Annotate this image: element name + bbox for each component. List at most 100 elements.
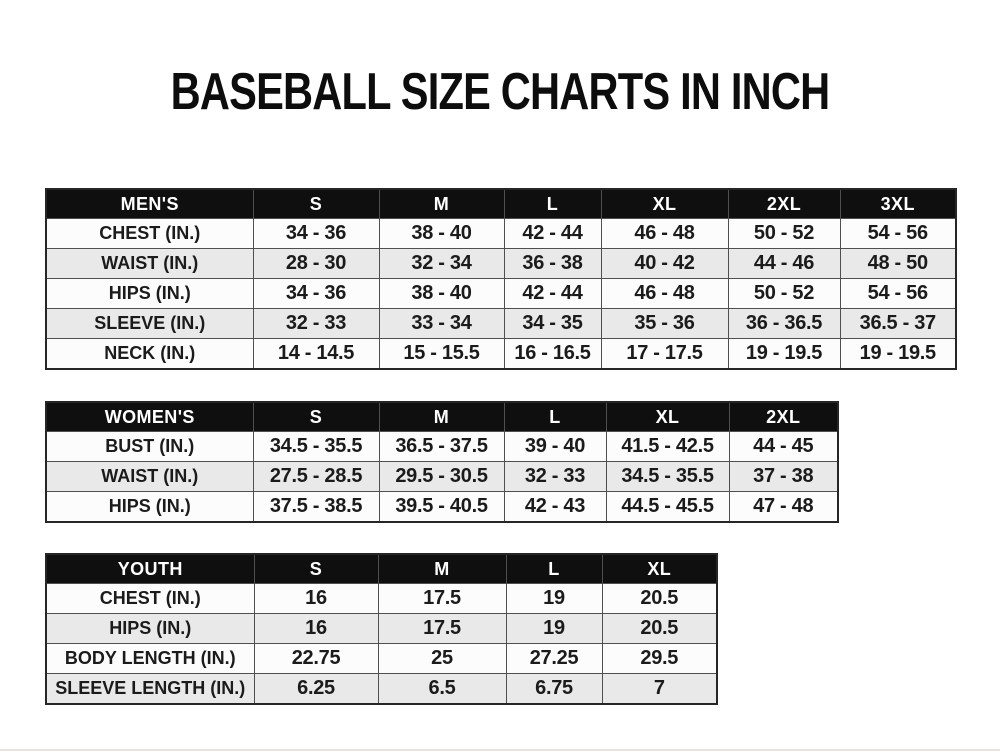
size-value-cell: 6.5 — [377, 673, 507, 705]
size-value-cell: 41.5 - 42.5 — [605, 431, 730, 462]
size-value-cell: 19 — [505, 613, 603, 644]
size-value-cell: 39.5 - 40.5 — [378, 491, 505, 523]
size-value-cell: 25 — [377, 643, 507, 674]
size-column-header: L — [505, 553, 603, 584]
size-value-cell: 34.5 - 35.5 — [605, 461, 730, 492]
size-value-cell: 54 - 56 — [839, 278, 957, 309]
size-value-cell: 17 - 17.5 — [600, 338, 729, 370]
youth-size-table: YOUTH S M L XL CHEST (IN.) 16 17.5 19 20.5 HIPS (I… — [45, 553, 718, 705]
table-title-cell: MEN'S — [45, 188, 254, 219]
size-value-cell: 29.5 - 30.5 — [378, 461, 505, 492]
size-value-cell: 17.5 — [377, 613, 507, 644]
size-column-header: XL — [600, 188, 729, 219]
size-column-header: XL — [605, 401, 730, 432]
size-column-header: 3XL — [839, 188, 957, 219]
table-row: HIPS (IN.) 16 17.5 19 20.5 — [45, 613, 718, 644]
size-value-cell: 48 - 50 — [839, 248, 957, 279]
size-value-cell: 28 - 30 — [252, 248, 380, 279]
size-value-cell: 44.5 - 45.5 — [605, 491, 730, 523]
womens-size-table: WOMEN'S S M L XL 2XL BUST (IN.) 34.5 - 35.5 36.5… — [45, 401, 839, 523]
size-value-cell: 44 - 45 — [728, 431, 839, 462]
size-value-cell: 36 - 38 — [503, 248, 602, 279]
size-column-header: M — [378, 401, 505, 432]
size-value-cell: 7 — [601, 673, 718, 705]
size-value-cell: 40 - 42 — [600, 248, 729, 279]
header-row: WOMEN'S S M L XL 2XL — [45, 401, 839, 432]
size-column-header: M — [377, 553, 507, 584]
table-row: SLEEVE (IN.) 32 - 33 33 - 34 34 - 35 35 - 36… — [45, 308, 957, 339]
table-row: WAIST (IN.) 28 - 30 32 - 34 36 - 38 40 - 42 4… — [45, 248, 957, 279]
table-row: HIPS (IN.) 37.5 - 38.5 39.5 - 40.5 42 - 43 4… — [45, 491, 839, 523]
size-value-cell: 47 - 48 — [728, 491, 839, 523]
row-label: CHEST (IN.) — [45, 218, 254, 249]
size-value-cell: 19 - 19.5 — [839, 338, 957, 370]
size-value-cell: 34 - 36 — [252, 278, 380, 309]
table-row: CHEST (IN.) 34 - 36 38 - 40 42 - 44 46 - 48 5… — [45, 218, 957, 249]
size-value-cell: 16 - 16.5 — [503, 338, 602, 370]
size-value-cell: 16 — [253, 583, 379, 614]
row-label: HIPS (IN.) — [45, 491, 254, 523]
size-column-header: S — [252, 188, 380, 219]
size-column-header: S — [253, 553, 379, 584]
size-column-header: 2XL — [728, 401, 839, 432]
header-row: YOUTH S M L XL — [45, 553, 718, 584]
size-column-header: S — [252, 401, 380, 432]
mens-size-table: MEN'S S M L XL 2XL 3XL CHEST (IN.) 34 - 36 38 - 4… — [45, 188, 957, 370]
size-column-header: M — [378, 188, 505, 219]
size-value-cell: 20.5 — [601, 613, 718, 644]
row-label: BODY LENGTH (IN.) — [45, 643, 255, 674]
size-value-cell: 29.5 — [601, 643, 718, 674]
size-value-cell: 14 - 14.5 — [252, 338, 380, 370]
size-value-cell: 32 - 33 — [503, 461, 607, 492]
row-label: SLEEVE (IN.) — [45, 308, 254, 339]
size-value-cell: 34 - 36 — [252, 218, 380, 249]
table-title-cell: WOMEN'S — [45, 401, 254, 432]
size-value-cell: 15 - 15.5 — [378, 338, 505, 370]
size-value-cell: 42 - 44 — [503, 278, 602, 309]
row-label: SLEEVE LENGTH (IN.) — [45, 673, 255, 705]
header-row: MEN'S S M L XL 2XL 3XL — [45, 188, 957, 219]
size-value-cell: 27.5 - 28.5 — [252, 461, 380, 492]
size-value-cell: 54 - 56 — [839, 218, 957, 249]
size-value-cell: 38 - 40 — [378, 218, 505, 249]
page-title: BASEBALL SIZE CHARTS IN INCH — [170, 63, 830, 121]
size-value-cell: 46 - 48 — [600, 278, 729, 309]
table-row: BODY LENGTH (IN.) 22.75 25 27.25 29.5 — [45, 643, 718, 674]
row-label: WAIST (IN.) — [45, 461, 254, 492]
size-value-cell: 37 - 38 — [728, 461, 839, 492]
size-value-cell: 50 - 52 — [727, 278, 841, 309]
table-row: SLEEVE LENGTH (IN.) 6.25 6.5 6.75 7 — [45, 673, 718, 705]
table-row: CHEST (IN.) 16 17.5 19 20.5 — [45, 583, 718, 614]
size-value-cell: 17.5 — [377, 583, 507, 614]
size-value-cell: 22.75 — [253, 643, 379, 674]
size-column-header: XL — [601, 553, 718, 584]
row-label: BUST (IN.) — [45, 431, 254, 462]
size-column-header: L — [503, 188, 602, 219]
size-value-cell: 27.25 — [505, 643, 603, 674]
table-title-cell: YOUTH — [45, 553, 255, 584]
size-value-cell: 42 - 44 — [503, 218, 602, 249]
table-row: NECK (IN.) 14 - 14.5 15 - 15.5 16 - 16.5 17 … — [45, 338, 957, 370]
row-label: HIPS (IN.) — [45, 613, 255, 644]
size-value-cell: 20.5 — [601, 583, 718, 614]
row-label: CHEST (IN.) — [45, 583, 255, 614]
size-table: YOUTH S M L XL CHEST (IN.) 16 17.5 19 20.5 HIPS (I… — [45, 553, 718, 705]
size-value-cell: 39 - 40 — [503, 431, 607, 462]
size-value-cell: 34 - 35 — [503, 308, 602, 339]
size-value-cell: 33 - 34 — [378, 308, 505, 339]
size-value-cell: 6.75 — [505, 673, 603, 705]
row-label: NECK (IN.) — [45, 338, 254, 370]
scan-artifact-line — [0, 749, 1000, 751]
size-value-cell: 36.5 - 37.5 — [378, 431, 505, 462]
table-row: HIPS (IN.) 34 - 36 38 - 40 42 - 44 46 - 48 50… — [45, 278, 957, 309]
size-value-cell: 44 - 46 — [727, 248, 841, 279]
size-value-cell: 34.5 - 35.5 — [252, 431, 380, 462]
table-row: WAIST (IN.) 27.5 - 28.5 29.5 - 30.5 32 - 33… — [45, 461, 839, 492]
size-value-cell: 36.5 - 37 — [839, 308, 957, 339]
size-value-cell: 35 - 36 — [600, 308, 729, 339]
size-value-cell: 42 - 43 — [503, 491, 607, 523]
size-value-cell: 19 — [505, 583, 603, 614]
row-label: HIPS (IN.) — [45, 278, 254, 309]
size-column-header: L — [503, 401, 607, 432]
